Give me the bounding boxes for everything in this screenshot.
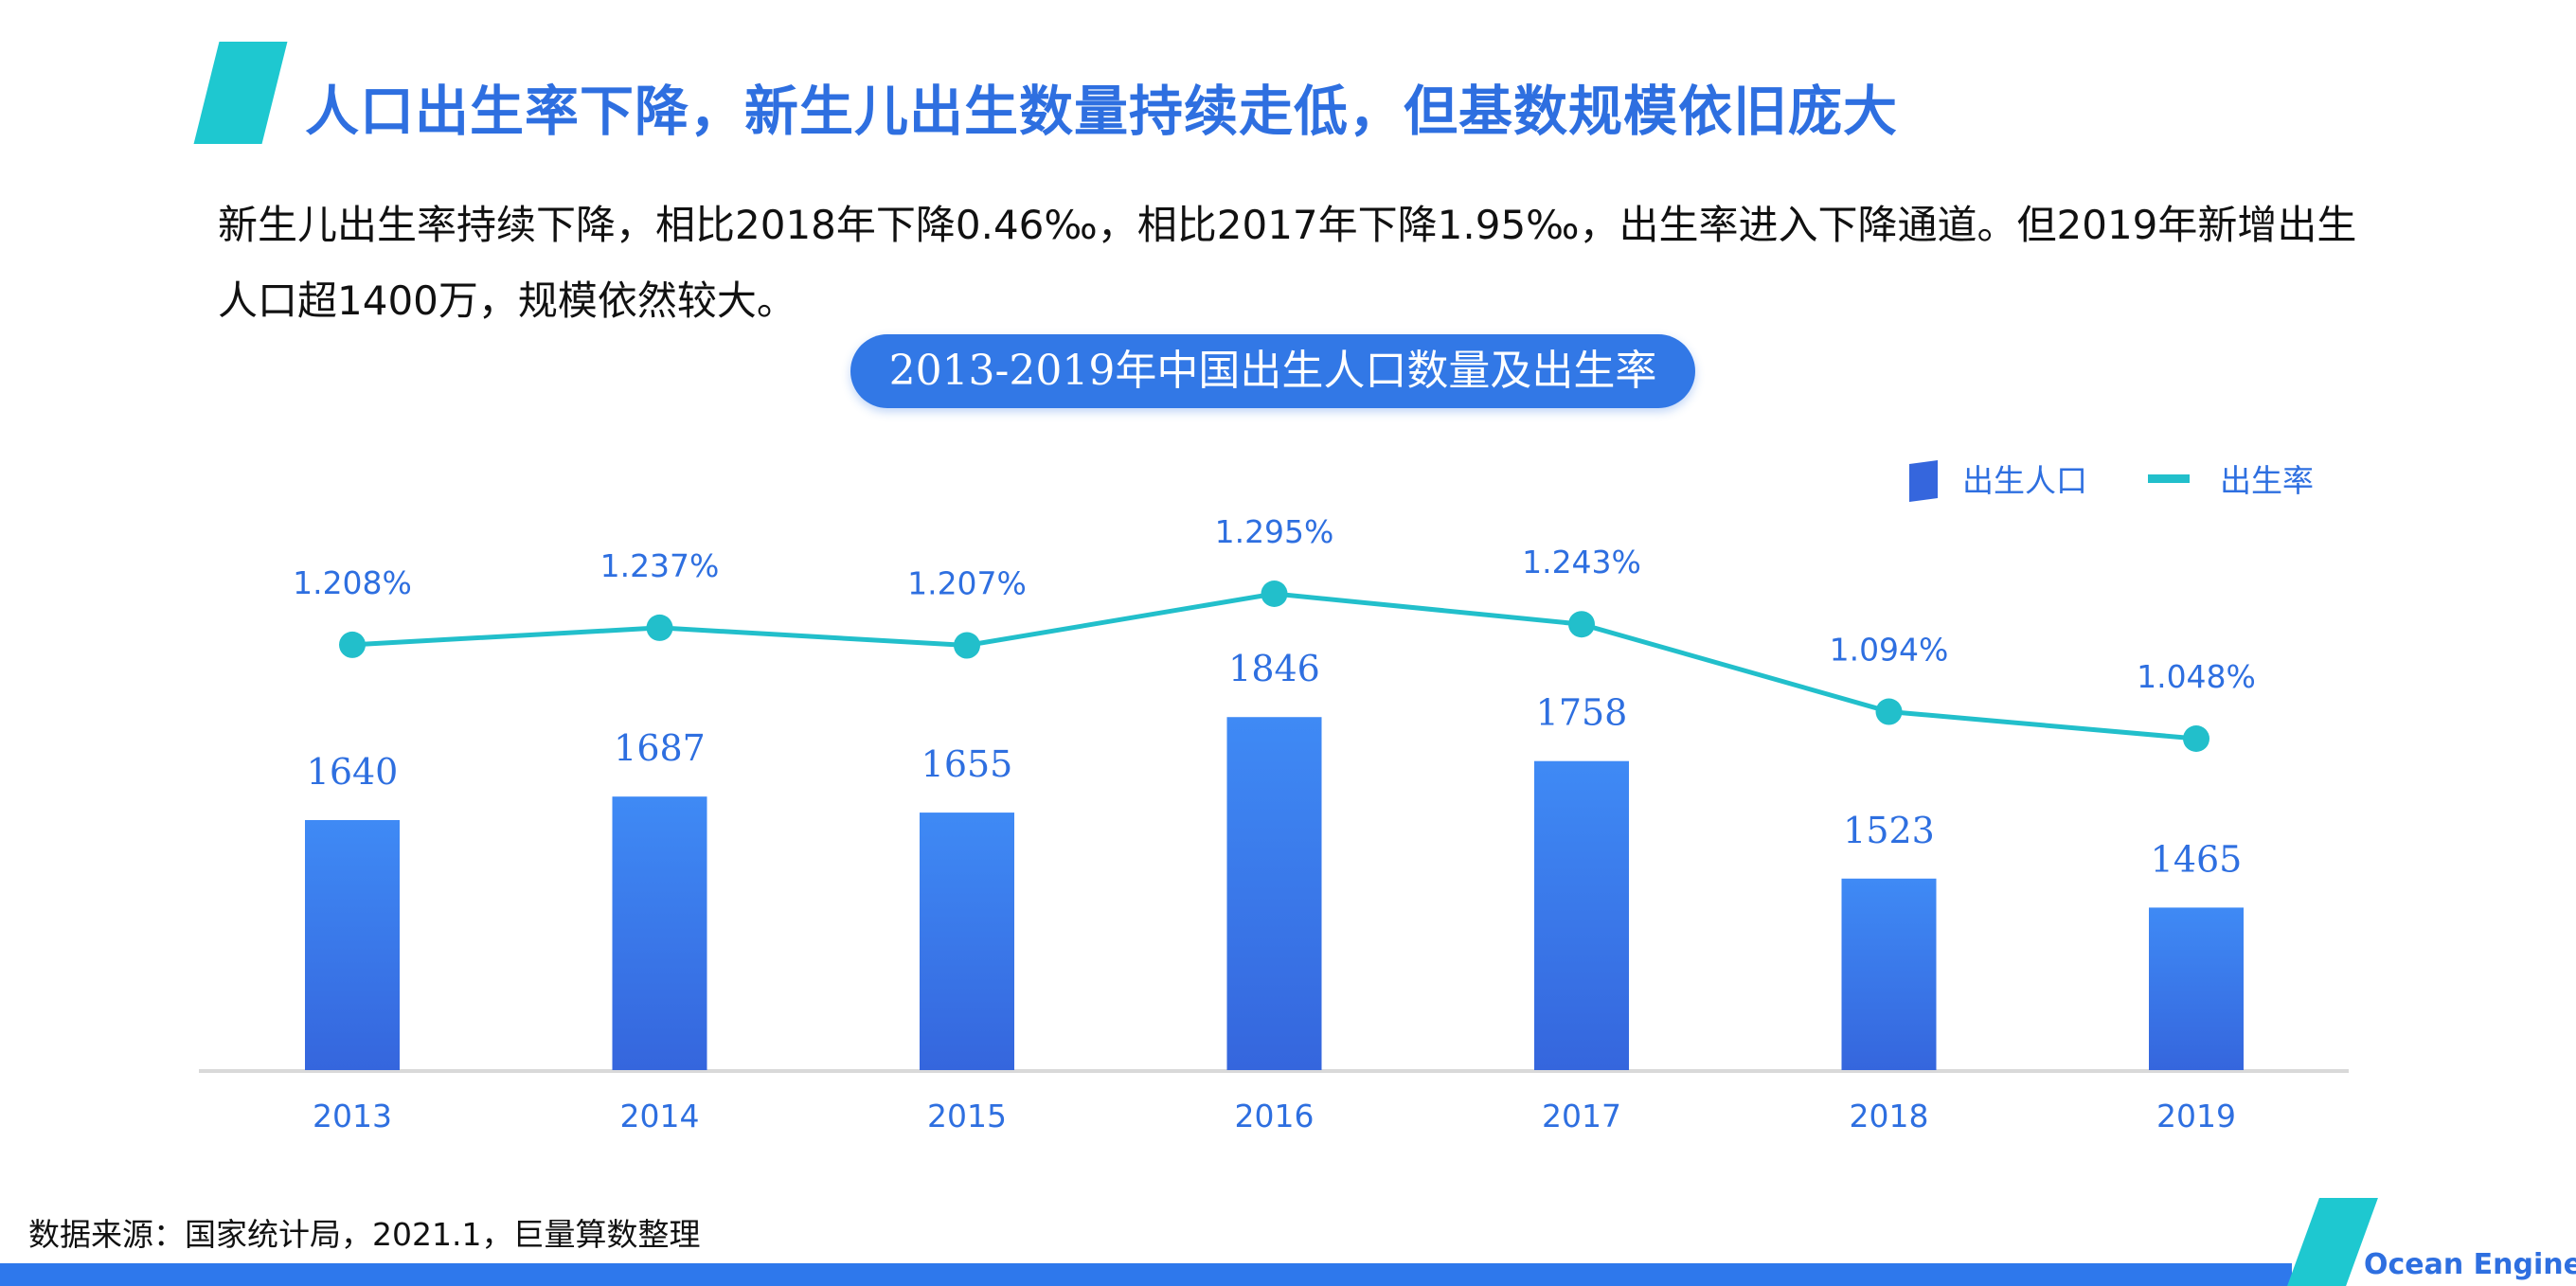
bar-value-label-2014: 1687 [614, 727, 706, 769]
bar-value-label-2019: 1465 [2151, 838, 2243, 880]
rate-label-2016: 1.295% [1215, 513, 1334, 550]
bar-value-label-2013: 1640 [307, 751, 399, 793]
bar-2016 [1226, 717, 1322, 1070]
bar-2019 [2149, 907, 2244, 1070]
rate-point-2017 [1568, 611, 1595, 638]
bar-2018 [1841, 878, 1937, 1070]
rate-point-2019 [2183, 725, 2209, 752]
rate-point-2015 [954, 632, 980, 659]
x-tick-label-2013: 2013 [313, 1098, 392, 1134]
rate-label-2019: 1.048% [2137, 658, 2256, 695]
x-tick-label-2014: 2014 [620, 1098, 700, 1134]
bar-value-label-2015: 1655 [921, 743, 1013, 785]
x-tick-label-2019: 2019 [2156, 1098, 2236, 1134]
rate-point-2016 [1261, 580, 1288, 607]
bar-2017 [1534, 760, 1629, 1070]
x-tick-label-2017: 2017 [1542, 1098, 1621, 1134]
bar-2013 [305, 820, 400, 1070]
x-tick-label-2018: 2018 [1850, 1098, 1929, 1134]
rate-label-2014: 1.237% [600, 547, 720, 584]
rate-label-2013: 1.208% [293, 564, 412, 601]
ocean-engine-logo: Ocean Engine [2364, 1248, 2576, 1281]
page-title: 人口出生率下降，新生儿出生数量持续走低，但基数规模依旧庞大 [305, 80, 1898, 143]
rate-point-2014 [646, 614, 673, 641]
legend-label-rate: 出生率 [2220, 462, 2314, 499]
bar-2014 [612, 796, 707, 1070]
bar-value-label-2018: 1523 [1843, 810, 1935, 851]
bar-value-label-2016: 1846 [1228, 648, 1320, 689]
rate-label-2018: 1.094% [1830, 632, 1949, 669]
legend-label-births: 出生人口 [1962, 462, 2087, 499]
data-source-note: 数据来源：国家统计局，2021.1，巨量算数整理 [28, 1216, 701, 1253]
rate-point-2013 [339, 631, 366, 658]
legend-bar-swatch [1909, 460, 1938, 502]
rate-label-2015: 1.207% [907, 565, 1027, 602]
x-tick-label-2016: 2016 [1235, 1098, 1315, 1134]
rate-label-2017: 1.243% [1522, 544, 1641, 580]
legend-line-swatch [2148, 474, 2190, 483]
legend: 出生人口 出生率 [1909, 460, 2314, 502]
bar-2015 [920, 813, 1014, 1070]
bottom-stripe [0, 1263, 2292, 1286]
bar-value-label-2017: 1758 [1536, 692, 1628, 734]
chart-title: 2013-2019年中国出生人口数量及出生率 [850, 334, 1695, 408]
rate-point-2018 [1875, 698, 1903, 725]
summary-text: 新生儿出生率持续下降，相比2018年下降0.46‰，相比2017年下降1.95‰… [218, 202, 2357, 324]
x-tick-label-2015: 2015 [927, 1098, 1007, 1134]
